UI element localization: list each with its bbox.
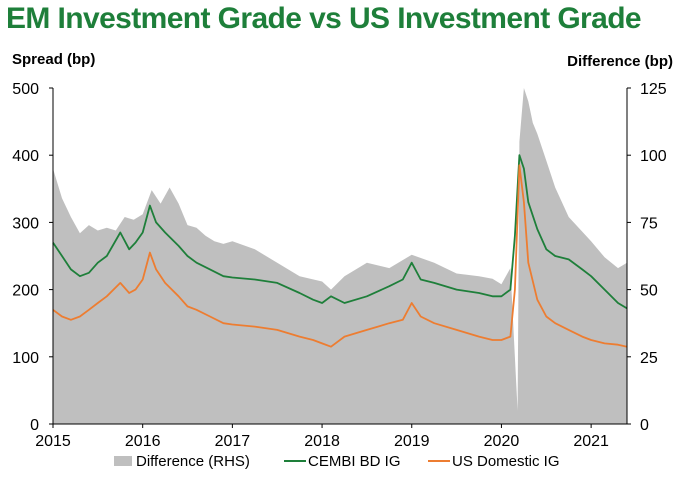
series-line-cembi-bd-ig — [52, 154, 628, 310]
chart-title: EM Investment Grade vs US Investment Gra… — [6, 2, 642, 35]
x-tick-label: 2021 — [573, 433, 609, 450]
y-right-tick-label: 100 — [640, 148, 667, 165]
legend-swatch — [114, 456, 132, 466]
y-left-tick-label: 300 — [12, 215, 39, 232]
y-right-tick-label: 0 — [640, 417, 649, 434]
y-left-tick-label: 400 — [12, 148, 39, 165]
area-layer — [53, 88, 627, 424]
legend: Difference (RHS) CEMBI BD IG US Domestic I… — [114, 453, 560, 470]
legend-label: Difference (RHS) — [136, 453, 250, 470]
y-left-tick-label: 500 — [12, 81, 39, 98]
y-right-tick-label: 125 — [640, 81, 667, 98]
y-right-tick-label: 50 — [640, 283, 658, 300]
legend-label: US Domestic IG — [452, 453, 560, 470]
x-tick-label: 2015 — [35, 433, 71, 450]
axis-layer: 0 100 200 300 400 500 0 25 50 75 100 125 2015 2016 201… — [12, 81, 667, 450]
legend-label: CEMBI BD IG — [308, 453, 401, 470]
x-tick-label: 2017 — [215, 433, 251, 450]
series-area-difference-rhs — [53, 88, 627, 424]
x-tick-label: 2019 — [394, 433, 430, 450]
right-axis-title: Difference (bp) — [567, 53, 673, 70]
y-left-tick-label: 100 — [12, 350, 39, 367]
line-layer — [52, 154, 628, 348]
series-line-us-domestic-ig — [52, 164, 628, 348]
y-right-tick-label: 75 — [640, 215, 658, 232]
left-axis-title: Spread (bp) — [12, 51, 95, 68]
y-right-tick-label: 25 — [640, 350, 658, 367]
y-left-tick-label: 200 — [12, 283, 39, 300]
x-tick-label: 2016 — [125, 433, 161, 450]
x-tick-label: 2018 — [304, 433, 340, 450]
y-left-tick-label: 0 — [30, 417, 39, 434]
x-tick-label: 2020 — [484, 433, 520, 450]
